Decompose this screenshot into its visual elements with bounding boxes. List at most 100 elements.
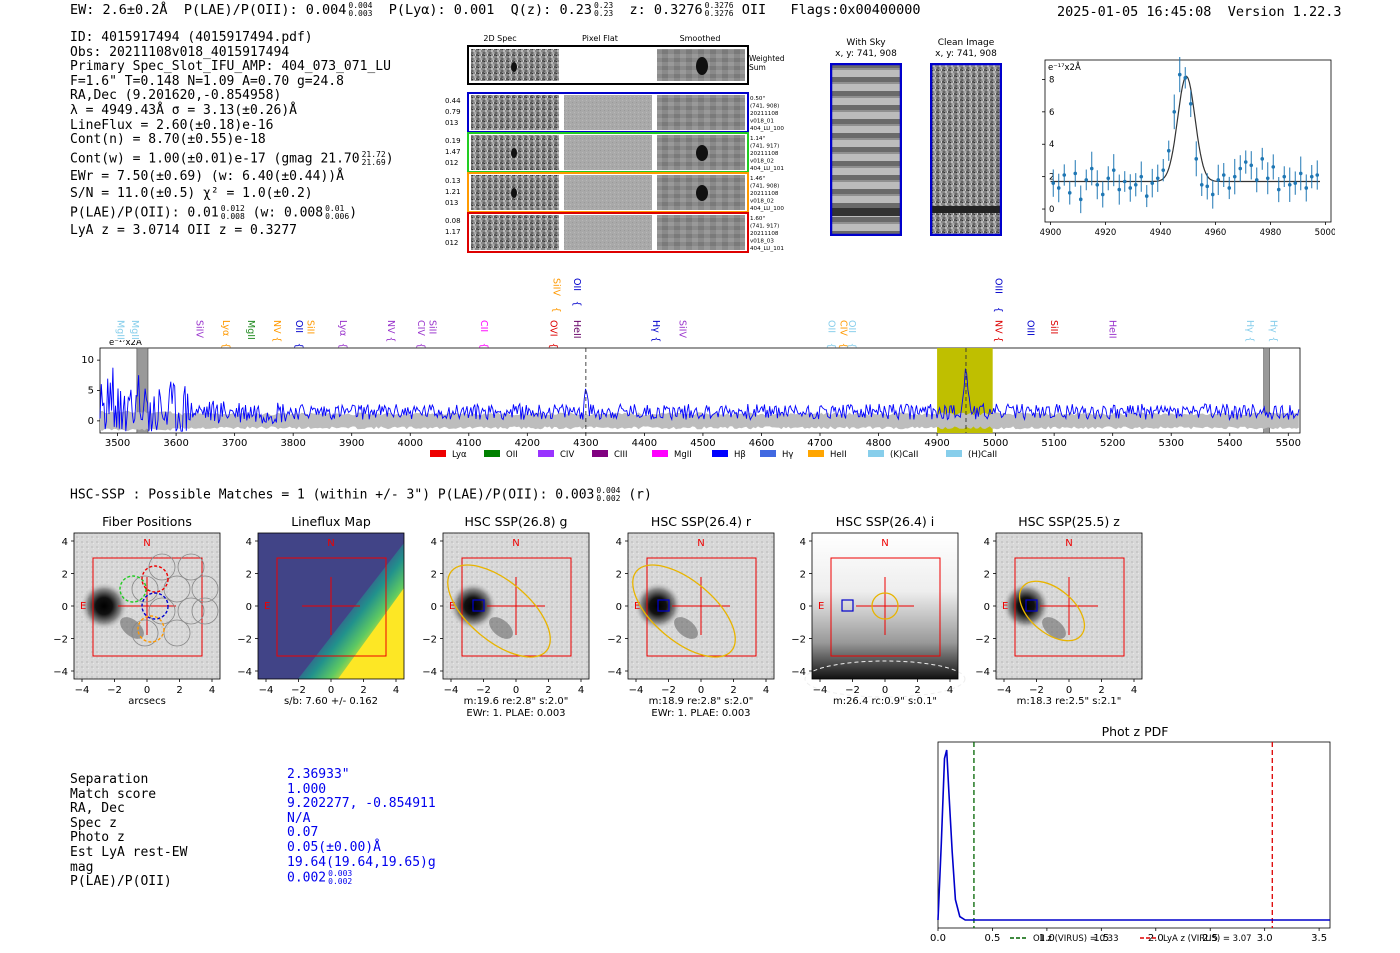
hsc-ytick: 4 (431, 537, 437, 548)
cutout-right-label: 20211108 (750, 191, 779, 197)
east-label: E (264, 601, 270, 612)
line-id-label: SiIV { (551, 278, 562, 313)
hsc-ytick: −4 (422, 667, 437, 678)
hsc-xtick: 4 (947, 685, 953, 696)
svg-text:CIV: CIV (837, 320, 848, 336)
hsc-xtick: 0 (882, 685, 888, 696)
hsc-ytick: 4 (800, 537, 806, 548)
legend-swatch (592, 450, 608, 457)
hsc-xtick: −2 (107, 685, 122, 696)
hsc-xtick: −4 (444, 685, 459, 696)
svg-text:OIII: OIII (993, 278, 1004, 294)
zoom-point (1205, 184, 1210, 189)
cutout-right-label: v018_02 (750, 199, 774, 205)
hsc-ytick: −2 (975, 635, 990, 646)
hsc-xtick: −4 (997, 685, 1012, 696)
zoom-model-curve (1050, 75, 1320, 183)
zoom-point (1144, 194, 1149, 198)
hsc-ytick: −4 (53, 667, 68, 678)
svg-text:{: { (837, 343, 848, 348)
zoom-ytick: 8 (1049, 75, 1054, 85)
hsc-caption: m:26.4 rc:0.9" s:0.1" (833, 696, 937, 707)
spectrum-xtick: 5500 (1276, 438, 1301, 449)
zoom-point (1304, 186, 1309, 190)
spectrum-xtick: 4500 (690, 438, 715, 449)
zoom-point (1254, 178, 1259, 182)
zoom-point (1271, 165, 1276, 169)
cutout-right-label: (741, 917) (750, 144, 779, 150)
fiber-circle (191, 575, 219, 603)
line-id-label: OII { (826, 320, 837, 348)
svg-text:{: { (993, 336, 1004, 342)
spectrum-xtick: 4900 (924, 438, 949, 449)
svg-text:{: { (415, 343, 426, 348)
clean-image-header: Clean Image x, y: 741, 908 (935, 38, 997, 59)
hsc-ytick: 0 (984, 602, 990, 613)
hsc-ytick: 2 (616, 570, 622, 581)
svg-text:MgII: MgII (114, 320, 125, 340)
hsc-xtick: 4 (578, 685, 584, 696)
svg-text:OVI: OVI (548, 320, 559, 337)
line-id-label: OVI { (548, 320, 559, 348)
spectrum-xtick: 3900 (339, 438, 364, 449)
hsc-xtick: 2 (360, 685, 366, 696)
hsc-panel: HSC SSP(26.4) r N E 4 2 0 −2 −4 −4 −2 0 2 4 m:18.9 re… (607, 514, 775, 719)
header-z-line: OII (741, 2, 767, 18)
spectrum-xtick: 3500 (105, 438, 130, 449)
aperture-ellipse (447, 564, 551, 658)
cutout-left-label: 012 (445, 239, 458, 247)
spectrum-xtick: 3700 (222, 438, 247, 449)
hsc-ytick: −2 (422, 635, 437, 646)
line-id-label: CII { (478, 320, 489, 348)
match-value: 0.07 (287, 825, 319, 841)
svg-text:{: { (1268, 336, 1279, 342)
zoom-xtick: 4920 (1095, 228, 1117, 238)
hsc-panel-title: HSC SSP(26.4) i (836, 514, 934, 529)
east-label: E (449, 601, 455, 612)
cutout-left-label: 013 (445, 199, 458, 207)
legend-label: HeII (830, 450, 847, 460)
svg-text:{: { (385, 336, 396, 342)
svg-text:SiII: SiII (305, 320, 316, 334)
hsc-xtick: −2 (476, 685, 491, 696)
line-id-label: SiII{ (1048, 320, 1059, 334)
hsc-panel: Lineflux Map N E 4 2 0 −2 −4 −4 −2 0 2 4 s/b: 7.60 +/… (237, 514, 405, 707)
hsc-ytick: −4 (607, 667, 622, 678)
fiber-circle (131, 619, 159, 647)
legend-label: (K)CaII (890, 450, 918, 460)
zoom-point (1062, 173, 1067, 177)
clean-image (930, 63, 1002, 236)
match-value: 0.002 0.003 0.002 (287, 869, 353, 887)
zoom-point (1282, 174, 1287, 179)
zoom-point (1194, 157, 1199, 161)
match-label: Match score (70, 786, 157, 802)
hsc-ytick: 2 (984, 570, 990, 581)
cutout-right-label: v018_03 (750, 239, 774, 245)
hsc-panels: Fiber Positions N E 4 2 0 −2 −4 −4 −2 0 2 4 arcsecs Li… (53, 514, 1143, 719)
hsc-xtick: 2 (1098, 685, 1104, 696)
svg-text:HeII: HeII (571, 320, 582, 339)
hsc-panel-title: Lineflux Map (291, 514, 371, 529)
svg-text:SiII: SiII (1048, 320, 1059, 334)
hsc-xtick: 4 (1131, 685, 1137, 696)
zoom-ytick: 2 (1049, 173, 1054, 183)
cutout-left-label: 1.21 (445, 188, 461, 196)
zoom-point (1161, 168, 1166, 172)
zoom-point (1265, 176, 1270, 181)
spectrum-ytick: 5 (88, 386, 94, 397)
match-label: P(LAE)/P(OII) (70, 874, 172, 890)
hsc-xtick: −4 (75, 685, 90, 696)
photz-legend: OII z (VIRUS) = 0.33 LyA z (VIRUS) = 3.0… (1010, 934, 1252, 944)
zoom-point (1056, 186, 1061, 190)
hsc-ytick: −2 (607, 635, 622, 646)
hsc-ytick: 4 (62, 537, 68, 548)
error-band (100, 410, 1299, 431)
photz-xtick: 0.5 (984, 933, 1000, 944)
svg-text:SiIV: SiIV (551, 278, 562, 296)
legend-swatch (652, 450, 668, 457)
hsc-xtick: −2 (1029, 685, 1044, 696)
zoom-point (1260, 157, 1265, 161)
spectrum-ytick: 10 (81, 355, 94, 366)
header-plae: P(LAE)/P(OII): 0.004 (183, 2, 347, 18)
zoom-point (1298, 171, 1303, 176)
